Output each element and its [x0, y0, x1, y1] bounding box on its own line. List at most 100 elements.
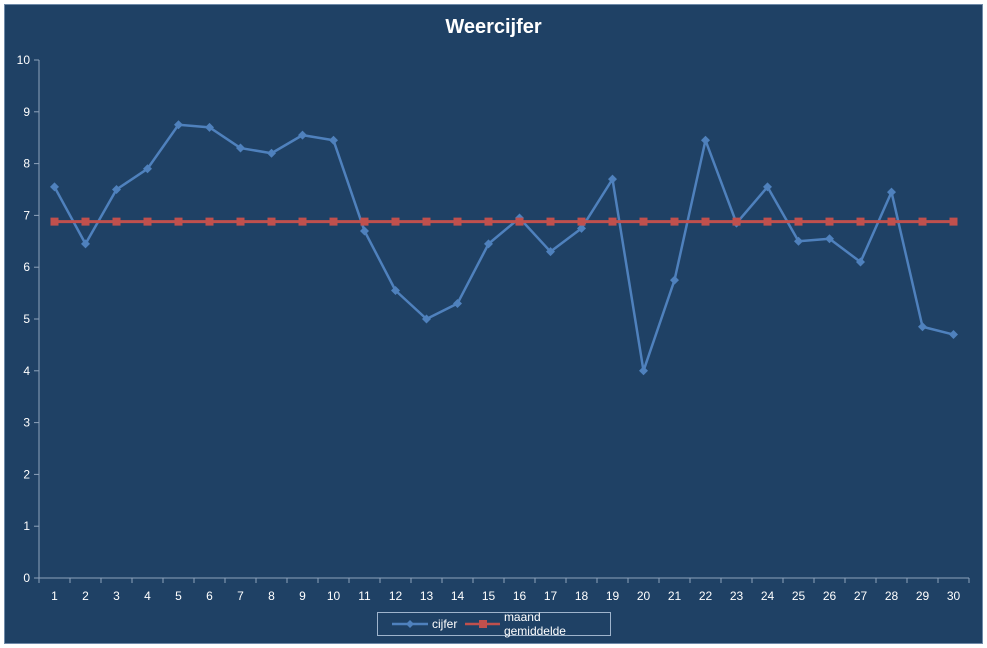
x-tick-label: 14: [451, 589, 465, 603]
data-point-cijfer: [608, 174, 617, 184]
legend-swatch-cijfer: [392, 620, 428, 628]
data-point-maand-gemiddelde: [143, 217, 152, 226]
data-point-maand-gemiddelde: [267, 217, 276, 226]
x-tick-label: 22: [699, 589, 713, 603]
y-tick-label: 9: [23, 105, 30, 119]
data-point-maand-gemiddelde: [298, 217, 307, 226]
data-point-maand-gemiddelde: [360, 217, 369, 226]
x-tick-label: 11: [358, 589, 371, 603]
x-tick-label: 15: [482, 589, 496, 603]
data-point-maand-gemiddelde: [112, 217, 121, 226]
chart-area: [4, 4, 983, 644]
data-point-maand-gemiddelde: [453, 217, 462, 226]
data-point-maand-gemiddelde: [515, 217, 524, 226]
chart-title: Weercijfer: [445, 16, 542, 38]
legend-item-cijfer: cijfer: [392, 617, 457, 631]
x-tick-label: 9: [299, 589, 306, 603]
data-point-cijfer: [391, 286, 400, 296]
x-tick-label: 24: [761, 589, 775, 603]
data-point-cijfer: [329, 135, 338, 145]
x-tick-label: 27: [854, 589, 868, 603]
x-tick-label: 7: [237, 589, 244, 603]
data-point-cijfer: [50, 182, 59, 192]
x-tick-label: 25: [792, 589, 806, 603]
data-point-cijfer: [887, 187, 896, 197]
x-tick-label: 13: [420, 589, 434, 603]
data-point-maand-gemiddelde: [608, 217, 617, 226]
data-point-cijfer: [422, 314, 431, 324]
data-point-cijfer: [143, 164, 152, 174]
data-point-maand-gemiddelde: [887, 217, 896, 226]
x-tick-label: 30: [947, 589, 961, 603]
y-tick-label: 0: [23, 571, 30, 585]
data-point-cijfer: [267, 148, 276, 158]
y-tick-label: 2: [23, 467, 30, 481]
data-point-maand-gemiddelde: [205, 217, 214, 226]
x-tick-label: 3: [113, 589, 120, 603]
x-tick-label: 28: [885, 589, 899, 603]
legend: cijfer maand gemiddelde: [377, 610, 611, 638]
data-point-cijfer: [81, 239, 90, 249]
x-tick-label: 20: [637, 589, 651, 603]
data-point-maand-gemiddelde: [329, 217, 338, 226]
x-tick-label: 16: [513, 589, 527, 603]
data-point-cijfer: [639, 366, 648, 376]
x-tick-label: 6: [206, 589, 213, 603]
data-point-maand-gemiddelde: [670, 217, 679, 226]
data-point-cijfer: [949, 330, 958, 340]
y-tick-label: 8: [23, 157, 30, 171]
data-point-cijfer: [763, 182, 772, 192]
data-point-maand-gemiddelde: [763, 217, 772, 226]
data-point-cijfer: [856, 257, 865, 267]
data-point-cijfer: [825, 234, 834, 244]
y-tick-label: 1: [23, 519, 30, 533]
x-tick-label: 21: [668, 589, 682, 603]
x-tick-label: 17: [544, 589, 558, 603]
series-line-0: [53, 123, 954, 373]
data-point-maand-gemiddelde: [174, 217, 183, 226]
data-point-cijfer: [918, 322, 927, 332]
y-tick-label: 10: [17, 53, 31, 67]
data-point-cijfer: [701, 135, 710, 145]
x-tick-label: 26: [823, 589, 837, 603]
legend-label-cijfer: cijfer: [432, 617, 458, 631]
x-tick-label: 29: [916, 589, 930, 603]
y-tick-label: 5: [23, 312, 30, 326]
data-point-cijfer: [298, 130, 307, 140]
data-point-maand-gemiddelde: [856, 217, 865, 226]
data-point-cijfer: [546, 247, 555, 257]
data-point-maand-gemiddelde: [50, 217, 59, 226]
data-point-maand-gemiddelde: [825, 217, 834, 226]
data-point-maand-gemiddelde: [484, 217, 493, 226]
x-tick-label: 4: [144, 589, 151, 603]
x-tick-label: 19: [606, 589, 620, 603]
data-point-maand-gemiddelde: [546, 217, 555, 226]
data-point-cijfer: [236, 143, 245, 153]
data-point-maand-gemiddelde: [732, 217, 741, 226]
x-tick-label: 1: [51, 589, 58, 603]
y-tick-label: 4: [23, 364, 30, 378]
data-point-maand-gemiddelde: [81, 217, 90, 226]
legend-item-maand-gemiddelde: maand gemiddelde: [465, 610, 602, 638]
data-point-cijfer: [360, 226, 369, 236]
data-point-maand-gemiddelde: [639, 217, 648, 226]
x-tick-label: 10: [327, 589, 341, 603]
x-tick-label: 23: [730, 589, 744, 603]
data-point-maand-gemiddelde: [577, 217, 586, 226]
data-point-cijfer: [670, 275, 679, 285]
x-tick-label: 5: [175, 589, 182, 603]
data-point-cijfer: [453, 298, 462, 308]
data-point-cijfer: [112, 185, 121, 194]
data-point-cijfer: [205, 122, 214, 132]
data-point-cijfer: [174, 120, 183, 130]
legend-swatch-maand-gemiddelde: [465, 620, 500, 628]
x-tick-label: 8: [268, 589, 275, 603]
data-point-maand-gemiddelde: [391, 217, 400, 226]
data-point-maand-gemiddelde: [794, 217, 803, 226]
data-point-cijfer: [794, 236, 803, 246]
data-point-cijfer: [577, 223, 586, 233]
legend-label-maand-gemiddelde: maand gemiddelde: [503, 610, 566, 638]
data-point-cijfer: [484, 239, 493, 249]
x-tick-label: 12: [389, 589, 403, 603]
